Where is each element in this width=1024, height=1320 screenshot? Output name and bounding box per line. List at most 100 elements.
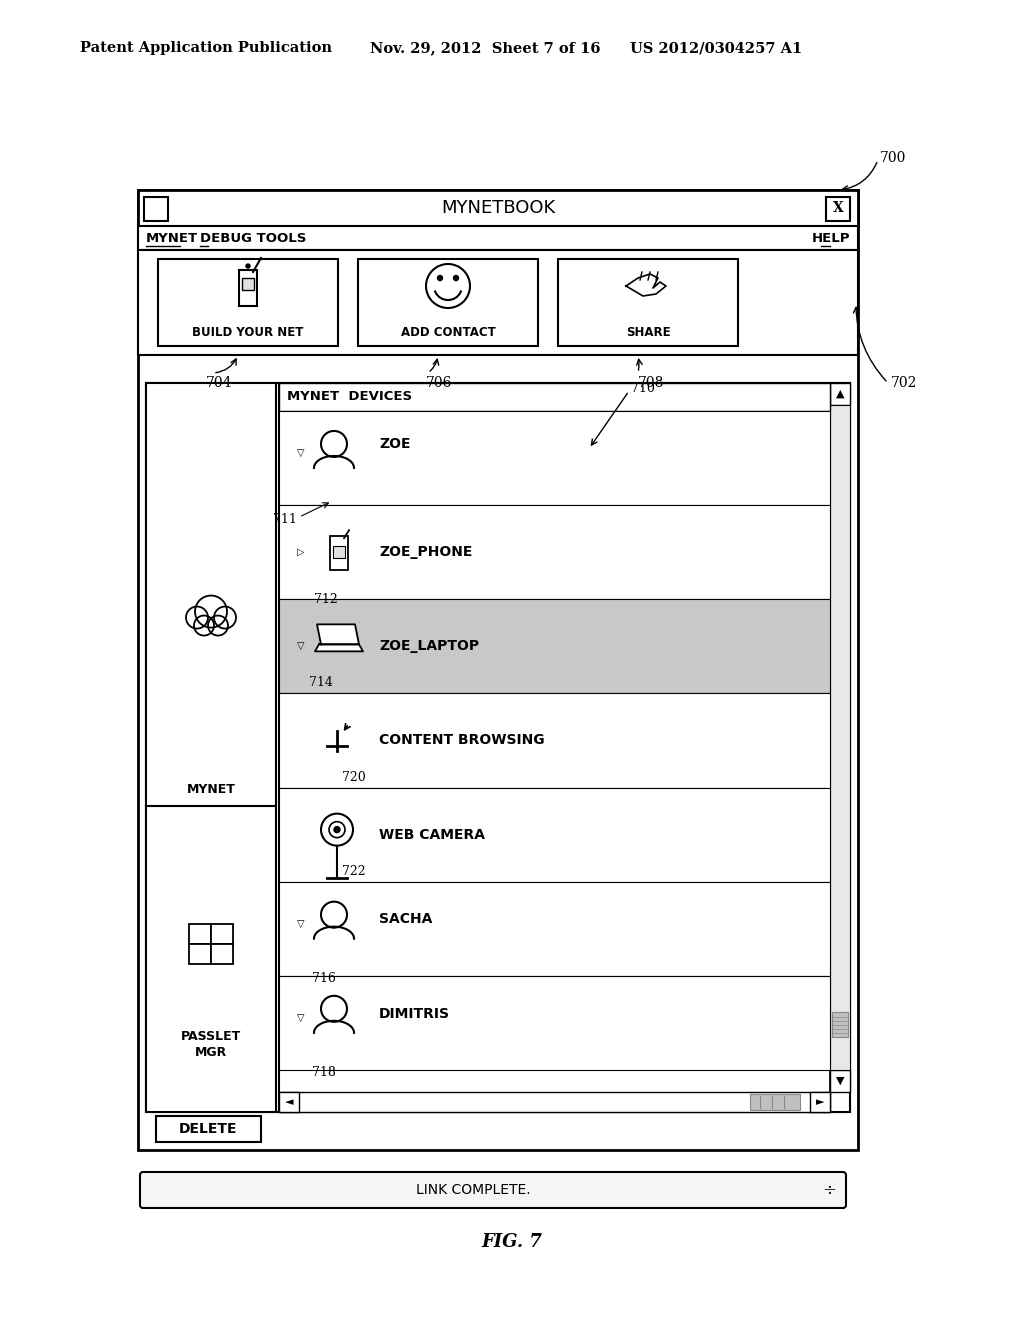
Circle shape — [321, 430, 347, 457]
Bar — [810, 1092, 830, 1111]
Text: 718: 718 — [312, 1067, 336, 1078]
Bar — [826, 197, 850, 220]
Text: ▲: ▲ — [836, 389, 844, 399]
Bar — [831, 1011, 848, 1036]
Bar — [239, 271, 257, 306]
Bar — [138, 249, 858, 355]
Circle shape — [454, 276, 459, 281]
Text: FIG. 7: FIG. 7 — [481, 1233, 543, 1251]
Text: ▽: ▽ — [297, 642, 305, 651]
Bar — [279, 975, 830, 1071]
Bar — [333, 546, 345, 558]
Text: MYNET: MYNET — [146, 231, 198, 244]
Text: ◄: ◄ — [285, 1097, 293, 1107]
Bar — [358, 259, 538, 346]
Text: 720: 720 — [342, 771, 366, 784]
Bar — [815, 1175, 843, 1205]
Circle shape — [195, 595, 227, 627]
Text: 704: 704 — [206, 376, 232, 389]
Text: 700: 700 — [880, 150, 906, 165]
Bar — [830, 383, 850, 405]
Bar — [279, 1092, 299, 1111]
Text: HELP: HELP — [811, 231, 850, 244]
Circle shape — [321, 902, 347, 928]
Polygon shape — [626, 275, 666, 296]
FancyBboxPatch shape — [140, 1172, 846, 1208]
Text: US 2012/0304257 A1: US 2012/0304257 A1 — [630, 41, 802, 55]
Text: 708: 708 — [638, 376, 665, 389]
Text: LINK COMPLETE.: LINK COMPLETE. — [416, 1183, 530, 1197]
Circle shape — [208, 615, 228, 635]
Circle shape — [329, 821, 345, 838]
Text: MYNETBOOK: MYNETBOOK — [441, 199, 555, 216]
Bar — [279, 411, 830, 506]
Text: 706: 706 — [426, 376, 453, 389]
Bar — [189, 944, 211, 964]
Circle shape — [321, 813, 353, 846]
Circle shape — [214, 607, 236, 628]
Text: ▷: ▷ — [297, 548, 305, 557]
Text: 712: 712 — [314, 593, 338, 606]
Text: ▽: ▽ — [297, 449, 305, 458]
Text: MYNET: MYNET — [186, 783, 236, 796]
Circle shape — [194, 615, 214, 635]
Text: 710: 710 — [631, 383, 655, 396]
Text: Nov. 29, 2012  Sheet 7 of 16: Nov. 29, 2012 Sheet 7 of 16 — [370, 41, 600, 55]
Text: BUILD YOUR NET: BUILD YOUR NET — [193, 326, 304, 338]
Bar — [279, 383, 850, 1111]
Bar — [156, 1115, 261, 1142]
Bar — [146, 383, 850, 1111]
Bar — [138, 226, 858, 249]
Bar — [750, 1094, 800, 1110]
Bar — [279, 882, 830, 975]
Text: 722: 722 — [342, 865, 366, 878]
Bar — [138, 190, 858, 1150]
Bar — [279, 693, 830, 788]
Text: ADD CONTACT: ADD CONTACT — [400, 326, 496, 338]
Bar — [279, 1092, 830, 1111]
Bar — [211, 944, 233, 964]
Text: SACHA: SACHA — [379, 912, 432, 927]
Bar — [330, 536, 348, 570]
Circle shape — [321, 995, 347, 1022]
Text: MYNET  DEVICES: MYNET DEVICES — [287, 391, 412, 404]
Text: Patent Application Publication: Patent Application Publication — [80, 41, 332, 55]
Text: ▽: ▽ — [297, 1014, 305, 1023]
Bar — [242, 279, 254, 290]
Bar — [146, 383, 276, 1111]
Bar — [830, 1071, 850, 1092]
Bar — [830, 405, 850, 1071]
Text: DELETE: DELETE — [179, 1122, 238, 1137]
Circle shape — [246, 264, 250, 268]
Bar — [279, 383, 830, 411]
Bar — [143, 1175, 843, 1205]
Text: ▽: ▽ — [297, 919, 305, 929]
Text: ZOE: ZOE — [379, 437, 411, 451]
Text: 714: 714 — [309, 676, 333, 689]
Text: DEBUG TOOLS: DEBUG TOOLS — [200, 231, 306, 244]
Text: 716: 716 — [312, 972, 336, 985]
Polygon shape — [315, 644, 362, 651]
Bar — [279, 788, 830, 882]
Text: X: X — [833, 201, 844, 215]
Bar — [138, 190, 858, 226]
Bar — [144, 197, 168, 220]
Text: SHARE: SHARE — [626, 326, 671, 338]
Text: ▼: ▼ — [836, 1076, 844, 1086]
Text: 702: 702 — [891, 376, 918, 389]
Circle shape — [437, 276, 442, 281]
Bar — [158, 259, 338, 346]
Bar — [189, 924, 211, 944]
Circle shape — [334, 826, 340, 833]
Text: DIMITRIS: DIMITRIS — [379, 1007, 450, 1020]
Circle shape — [426, 264, 470, 308]
Text: 711: 711 — [273, 512, 297, 525]
Text: WEB CAMERA: WEB CAMERA — [379, 828, 485, 842]
Bar — [279, 599, 830, 693]
Text: CONTENT BROWSING: CONTENT BROWSING — [379, 734, 545, 747]
Polygon shape — [317, 624, 359, 644]
Text: ►: ► — [816, 1097, 824, 1107]
Text: ZOE_PHONE: ZOE_PHONE — [379, 545, 472, 560]
Text: ÷: ÷ — [822, 1181, 836, 1199]
Text: ZOE_LAPTOP: ZOE_LAPTOP — [379, 639, 479, 653]
